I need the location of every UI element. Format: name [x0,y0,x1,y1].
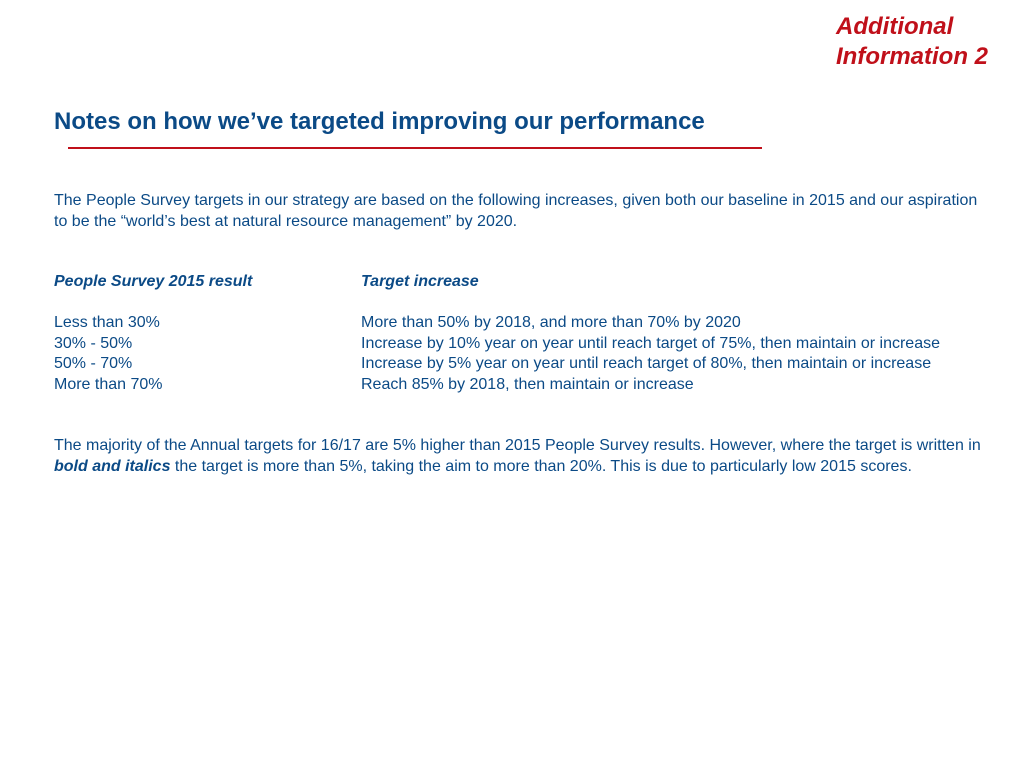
result-cell: 30% - 50% [54,334,133,352]
section-label-line2: Information 2 [836,43,989,70]
page-title: Notes on how we’ve targeted improving ou… [54,108,705,135]
target-cell: Increase by 5% year on year until reach … [361,355,932,372]
table-row: Less than 30% More than 50% by 2018, and… [54,313,994,334]
result-cell: More than 70% [54,375,163,393]
column-header-target: Target increase [361,273,479,290]
section-label: Additional Information 2 [836,12,1016,72]
closing-emphasis: bold and italics [54,458,171,475]
closing-text-end: the target is more than 5%, taking the a… [170,458,912,475]
closing-text-start: The majority of the Annual targets for 1… [54,437,981,454]
table-row: 30% - 50% Increase by 10% year on year u… [54,334,994,355]
target-cell: Increase by 10% year on year until reach… [361,334,940,352]
result-cell: Less than 30% [54,314,160,331]
column-header-result: People Survey 2015 result [54,273,253,290]
intro-paragraph: The People Survey targets in our strateg… [54,192,978,230]
closing-paragraph: The majority of the Annual targets for 1… [54,435,989,477]
table-header-row: People Survey 2015 result Target increas… [54,272,994,293]
targets-table: People Survey 2015 result Target increas… [54,272,994,395]
table-row: More than 70% Reach 85% by 2018, then ma… [54,375,994,396]
result-cell: 50% - 70% [54,355,133,372]
table-row: 50% - 70% Increase by 5% year on year un… [54,354,994,375]
target-cell: More than 50% by 2018, and more than 70%… [361,314,741,331]
target-cell: Reach 85% by 2018, then maintain or incr… [361,375,694,393]
section-label-line1: Additional [836,13,954,40]
title-underline-divider [68,147,762,149]
